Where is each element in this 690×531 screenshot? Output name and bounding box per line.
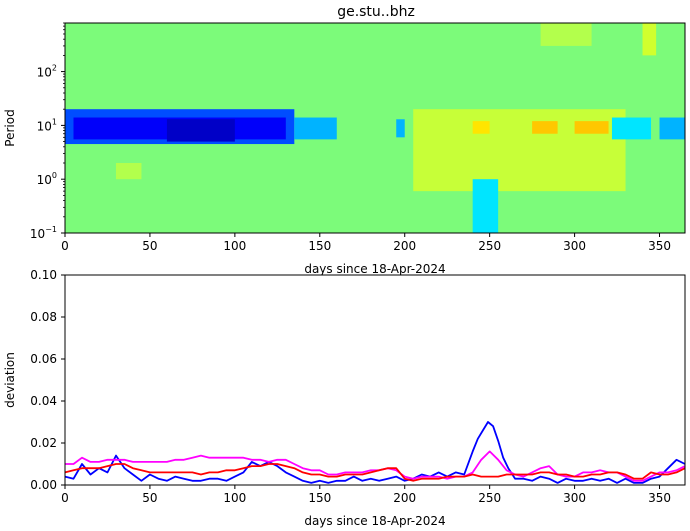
heatmap-cell [659, 117, 685, 140]
x-tick-label: 200 [393, 491, 416, 505]
x-tick-label: 50 [142, 491, 157, 505]
series-line-2 [65, 450, 686, 482]
deviation-frame [64, 274, 686, 486]
x-tick-label: 150 [308, 491, 331, 505]
heatmap-x-ticks: 0 50 100 150 200 250 300 350 [61, 233, 671, 253]
heatmap-ylabel: Period [3, 109, 17, 146]
heatmap-cells [65, 23, 685, 233]
deviation-ylabel: deviation [3, 352, 17, 408]
y-tick-label: 0.04 [30, 394, 57, 408]
heatmap-cell [115, 163, 142, 180]
x-tick-label: 50 [142, 239, 157, 253]
x-tick-label: 200 [393, 239, 416, 253]
y-tick-label: 0.00 [30, 478, 57, 492]
x-tick-label: 150 [308, 239, 331, 253]
x-tick-label: 100 [223, 491, 246, 505]
x-tick-label: 300 [563, 239, 586, 253]
x-tick-label: 100 [223, 239, 246, 253]
x-tick-label: 250 [478, 239, 501, 253]
y-tick-label: 0.02 [30, 436, 57, 450]
heatmap-cell [396, 119, 405, 138]
deviation-xlabel: days since 18-Apr-2024 [304, 514, 445, 528]
heatmap-cell [540, 23, 592, 46]
heatmap-cell [472, 121, 490, 134]
y-tick-label: 101 [37, 117, 57, 133]
deviation-lines [64, 421, 686, 484]
deviation-panel: 0 50 100 150 200 250 300 350 0.000.020.040.060.… [3, 268, 686, 528]
deviation-x-ticks: 0 50 100 150 200 250 300 350 [61, 485, 671, 505]
y-tick-label: 102 [37, 64, 57, 80]
series-line-1 [64, 421, 686, 484]
y-tick-label: 0.06 [30, 352, 57, 366]
heatmap-cell [611, 117, 652, 140]
heatmap-cell [574, 121, 609, 134]
y-tick-label: 0.10 [30, 268, 57, 282]
deviation-y-ticks: 0.00 0.02 0.04 0.06 0.08 0.10 [30, 268, 65, 492]
x-tick-label: 0 [61, 239, 69, 253]
y-tick-label: 10−1 [30, 225, 57, 241]
heatmap-panel: ge.stu..bhz 0 50 100 150 200 250 300 350 10−110… [3, 4, 686, 276]
x-tick-label: 0 [61, 491, 69, 505]
heatmap-y-ticks: 10−1 100 101 102 [30, 22, 65, 241]
heatmap-title: ge.stu..bhz [337, 4, 415, 20]
heatmap-cell [166, 119, 235, 142]
x-tick-label: 300 [563, 491, 586, 505]
y-tick-label: 0.08 [30, 310, 57, 324]
heatmap-cell [532, 121, 558, 134]
series-line-3 [64, 463, 686, 482]
x-tick-label: 350 [648, 491, 671, 505]
heatmap-cell [472, 179, 499, 233]
x-tick-label: 350 [648, 239, 671, 253]
heatmap-cell [294, 117, 337, 140]
heatmap-cell [642, 23, 657, 56]
y-tick-label: 100 [37, 171, 57, 187]
x-tick-label: 250 [478, 491, 501, 505]
heatmap-xlabel: days since 18-Apr-2024 [304, 262, 445, 276]
